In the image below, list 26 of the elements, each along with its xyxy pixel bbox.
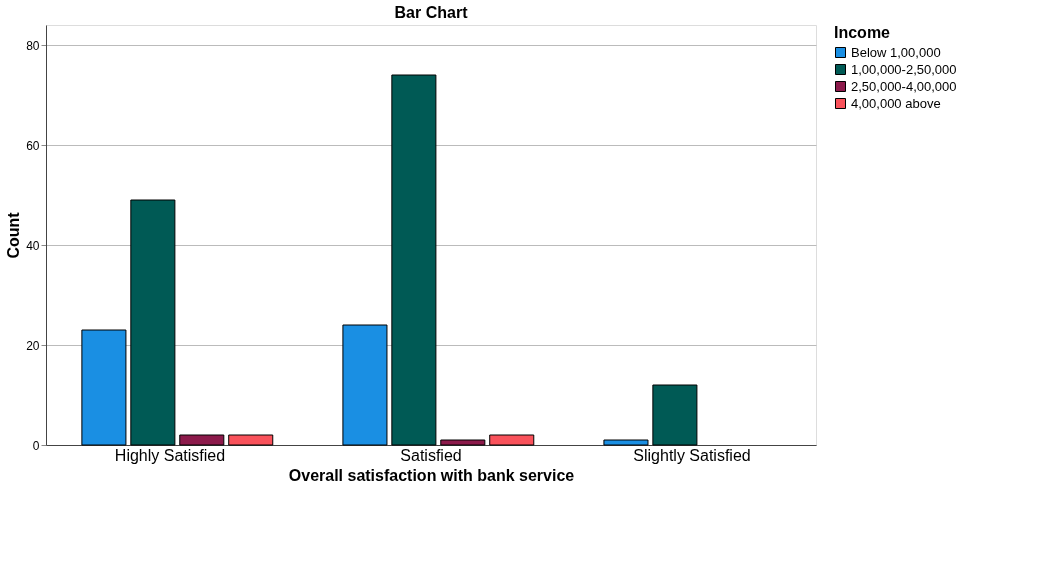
bar: [130, 199, 176, 446]
x-tick-label: Satisfied: [400, 446, 462, 464]
bar: [391, 74, 437, 446]
legend-label: 2,50,000-4,00,000: [851, 78, 957, 94]
y-tick-label: 80: [26, 38, 40, 53]
y-tick-label: 40: [26, 238, 40, 253]
x-axis-title: Overall satisfaction with bank service: [288, 466, 575, 484]
x-tick-label: Highly Satisfied: [114, 446, 226, 464]
bar: [228, 434, 274, 446]
bar: [440, 439, 486, 446]
bar: [652, 384, 698, 446]
y-tick-label: 0: [32, 438, 40, 453]
bar: [342, 324, 388, 446]
x-tick-label: Slightly Satisfied: [633, 446, 751, 464]
legend-title: Income: [834, 24, 891, 41]
bar: [603, 439, 649, 446]
bar: [81, 329, 127, 446]
chart-title: Bar Chart: [394, 4, 469, 21]
bar: [489, 434, 535, 446]
bar: [179, 434, 225, 446]
y-tick-label: 20: [26, 338, 40, 353]
legend-label: 1,00,000-2,50,000: [851, 61, 957, 77]
legend-label: Below 1,00,000: [851, 44, 941, 60]
y-axis-title: Count: [5, 211, 23, 259]
legend-label: 4,00,000 above: [851, 95, 941, 111]
y-tick-label: 60: [26, 138, 40, 153]
